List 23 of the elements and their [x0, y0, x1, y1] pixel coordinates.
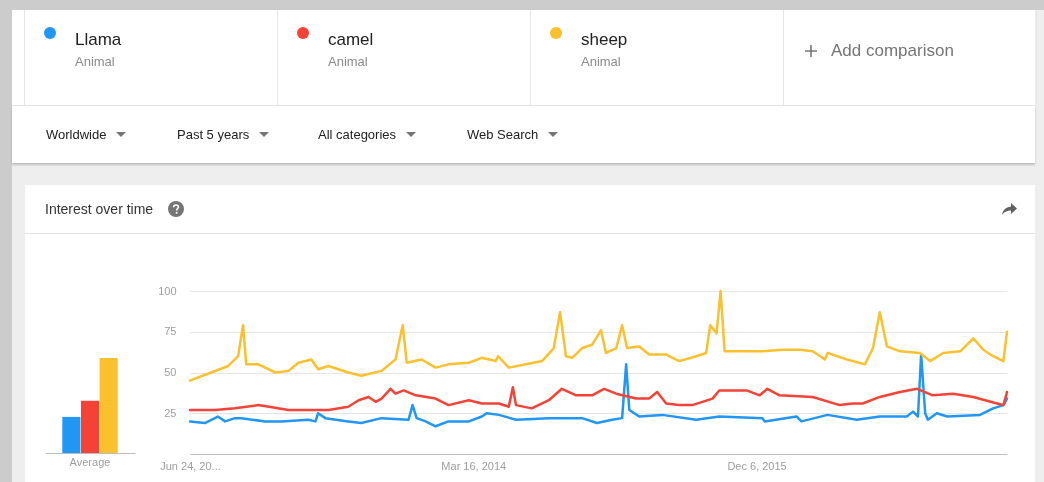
text: Web Search — [467, 127, 539, 142]
legend-label: sheep — [581, 30, 628, 50]
y-tick-label: 75 — [164, 325, 177, 338]
text: All categories — [318, 127, 397, 142]
text: Animal — [75, 54, 115, 69]
legend-label: camel — [328, 30, 374, 50]
x-tick-label: Dec 6, 2015 — [727, 459, 787, 472]
y-tick-label: 100 — [158, 284, 177, 297]
text: Animal — [328, 54, 368, 69]
line-series — [188, 289, 1009, 382]
y-tick-label: 25 — [164, 406, 177, 419]
x-tick-label: Mar 16, 2014 — [441, 459, 507, 472]
text: Add comparison — [831, 41, 954, 61]
line-series — [188, 385, 1009, 412]
line-series — [188, 353, 1009, 428]
x-tick-label: Average — [69, 455, 111, 468]
legend-label: Llama — [75, 30, 122, 50]
chart-title: Interest over time — [45, 201, 154, 217]
y-tick-label: 50 — [164, 366, 177, 378]
text: Worldwide — [46, 127, 107, 142]
x-tick-label: Jun 24, 20... — [160, 459, 221, 472]
text: Past 5 years — [177, 127, 250, 142]
text: Animal — [581, 54, 621, 69]
